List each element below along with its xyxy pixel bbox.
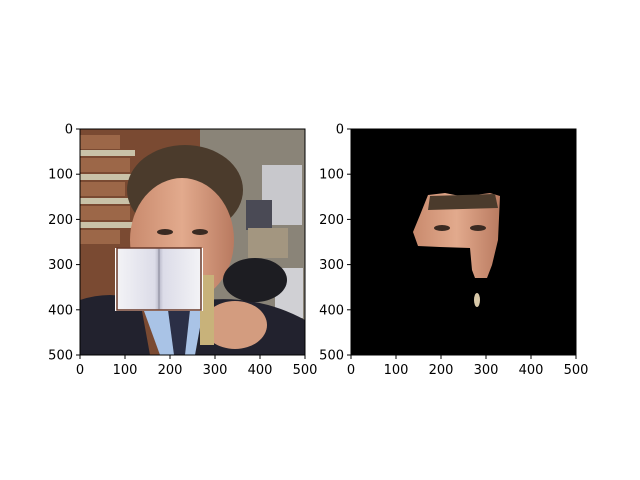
- x-tick-label: 200: [158, 363, 183, 378]
- x-tick-label: 500: [564, 363, 589, 378]
- x-tick-label: 300: [474, 363, 499, 378]
- y-tick-label: 0: [336, 123, 344, 138]
- left-image: [80, 129, 305, 355]
- right-axes-frame: [350, 128, 577, 356]
- x-tick-label: 200: [429, 363, 454, 378]
- right-image: [351, 129, 576, 355]
- y-tick-label: 500: [319, 349, 344, 364]
- x-tick-label: 300: [203, 363, 228, 378]
- x-tick-label: 400: [248, 363, 273, 378]
- x-tick-label: 500: [293, 363, 318, 378]
- x-tick-label: 100: [384, 363, 409, 378]
- x-tick-label: 100: [113, 363, 138, 378]
- y-tick-label: 500: [48, 349, 73, 364]
- y-tick-label: 100: [319, 168, 344, 183]
- y-tick-label: 300: [319, 258, 344, 273]
- x-tick-label: 0: [347, 363, 355, 378]
- y-tick-label: 0: [65, 123, 73, 138]
- y-tick-label: 200: [48, 213, 73, 228]
- y-tick-label: 300: [48, 258, 73, 273]
- y-tick-label: 100: [48, 168, 73, 183]
- x-tick-label: 400: [519, 363, 544, 378]
- y-tick-label: 400: [319, 303, 344, 318]
- x-tick-label: 0: [76, 363, 84, 378]
- y-tick-label: 200: [319, 213, 344, 228]
- y-tick-label: 400: [48, 303, 73, 318]
- left-axes-frame: [79, 128, 306, 356]
